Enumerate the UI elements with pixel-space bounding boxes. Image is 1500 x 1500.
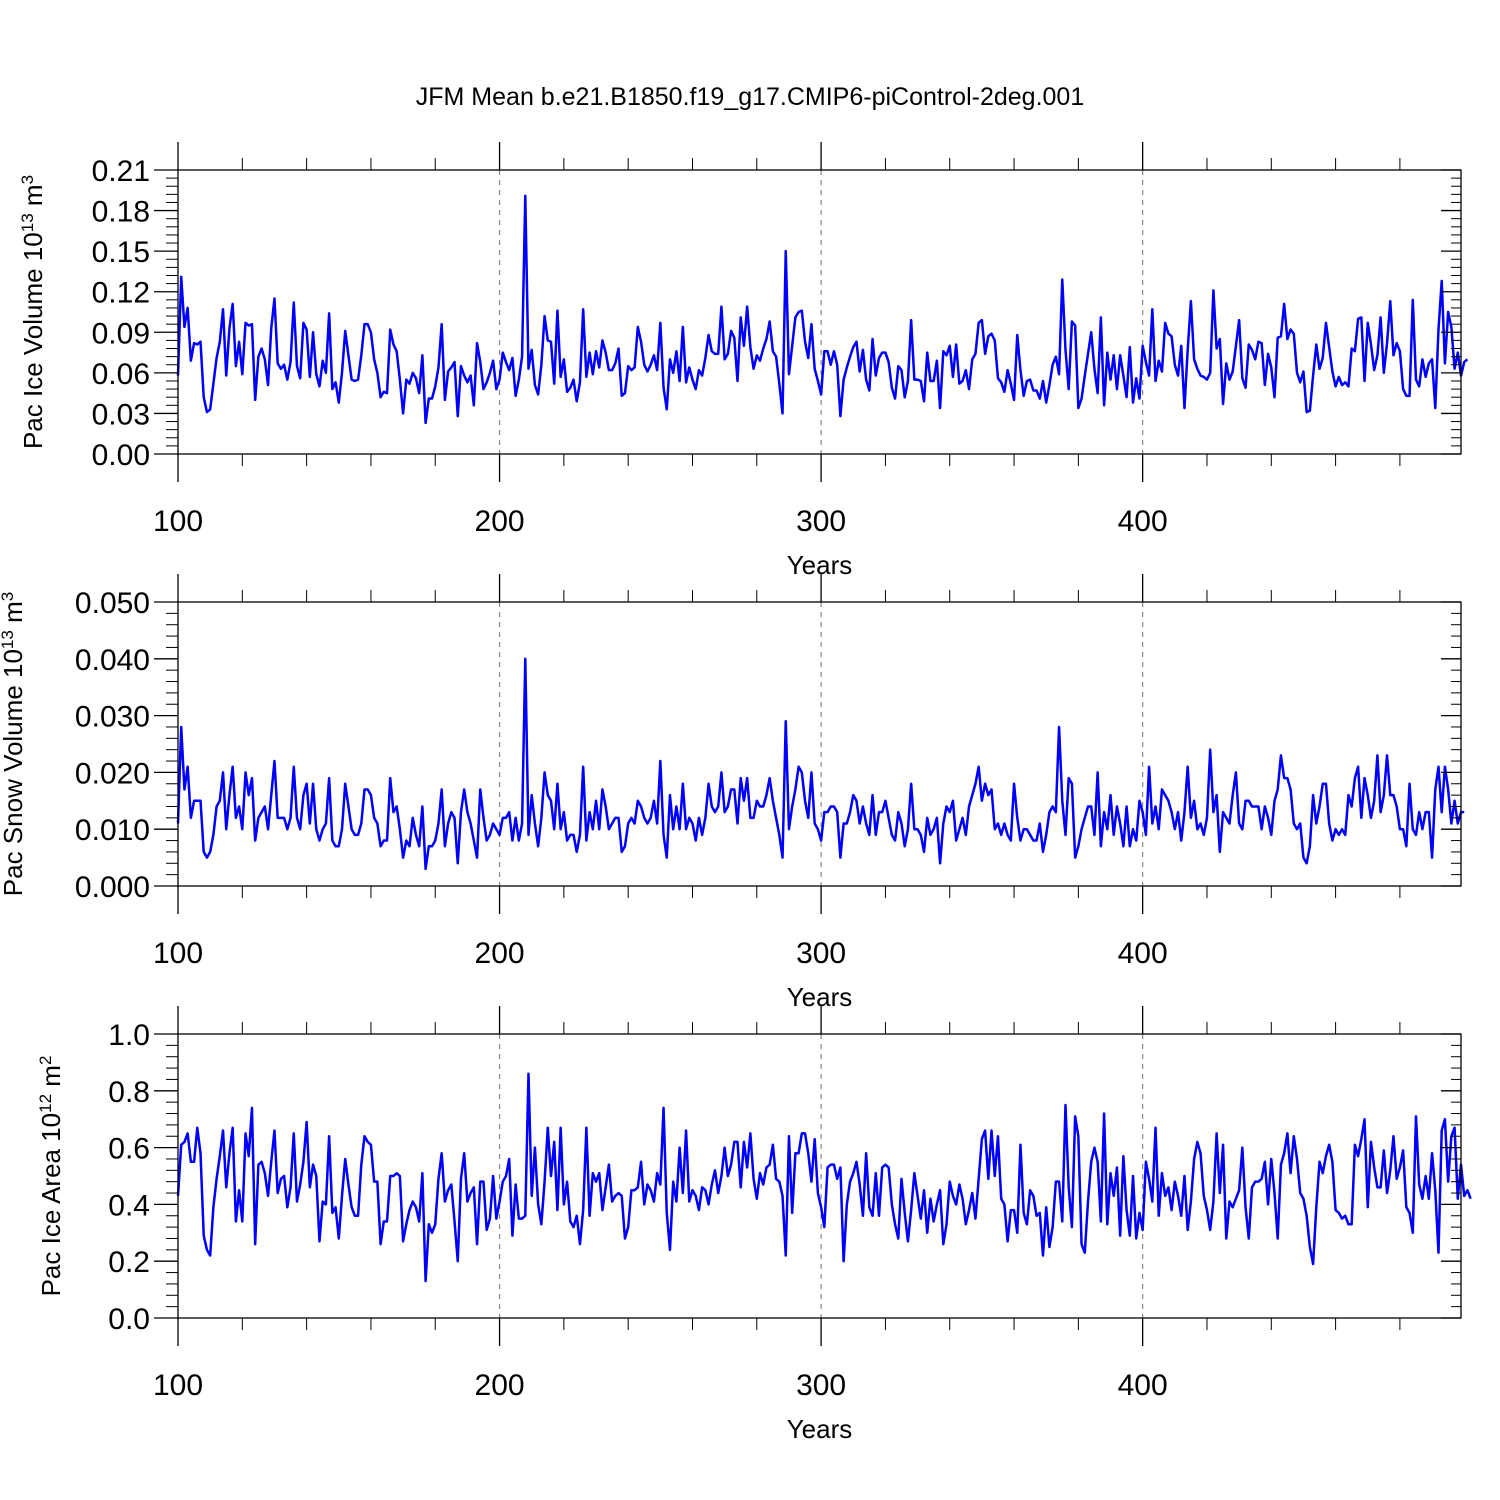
panel-ice-area-xlabel: Years [787,1414,853,1444]
panel-snow-volume-ylabel-unit-exp: 3 [0,592,17,601]
panel-ice-volume-xtick-label: 400 [1118,505,1168,538]
panel-snow-volume-ytick-label: 0.010 [75,814,150,847]
panel-snow-volume-ylabel-unit: m [0,601,28,630]
panel-ice-area-labels: 0.0 0.2 0.4 0.6 0.8 1.0 100 200 300 400 [108,1019,1167,1402]
panel-ice-volume-labels: 0.00 0.03 0.06 0.09 0.12 0.15 0.18 0.21 100 200 30… [92,155,1168,538]
panel-snow-volume-ytick-label: 0.020 [75,757,150,790]
panel-ice-volume-ylabel-unit: m [18,184,48,213]
panel-ice-area-grid [498,1034,1144,1318]
panel-snow-volume-ytick-label: 0.050 [75,587,150,620]
panel-ice-area-xtick-label: 200 [475,1369,525,1402]
panel-ice-volume-ylabel-main: Pac Ice Volume 10 [18,232,48,449]
panel-snow-volume-ytick-label: 0.000 [75,871,150,904]
panel-ice-volume-ytick-label: 0.03 [92,398,150,431]
panel-ice-area-ytick-label: 0.2 [108,1246,150,1279]
panel-snow-volume-ylabel-main: Pac Snow Volume 10 [0,649,28,896]
panel-snow-volume-xtick-label: 200 [475,937,525,970]
panel-snow-volume-ytick-label: 0.040 [75,644,150,677]
panel-ice-area-ylabel-main: Pac Ice Area 10 [36,1113,66,1297]
panel-ice-area-ticks [154,1006,1461,1346]
chart-title: JFM Mean b.e21.B1850.f19_g17.CMIP6-piCon… [416,83,1084,111]
panel-snow-volume-grid [498,602,1144,886]
panel-ice-volume-xlabel: Years [787,550,853,580]
panel-ice-area-xtick-label: 300 [796,1369,846,1402]
panel-ice-volume-ylabel-unit-exp: 3 [18,175,37,184]
panel-ice-volume-grid [498,170,1144,454]
panel-snow-volume-ylabel-exp: 13 [0,630,17,649]
panel-ice-area-ylabel-unit: m [36,1065,66,1094]
panel-ice-volume-ylabel: Pac Ice Volume 1013 m3 [18,175,49,449]
panel-ice-area-xtick-label: 100 [153,1369,203,1402]
panel-ice-volume-ylabel-exp: 13 [18,213,37,232]
panel-ice-area-ytick-label: 0.6 [108,1133,150,1166]
panel-ice-volume-xtick-label: 100 [153,505,203,538]
panel-ice-volume-ytick-label: 0.12 [92,277,150,310]
panel-snow-volume-xtick-label: 400 [1118,937,1168,970]
panel-ice-volume-ytick-label: 0.09 [92,317,150,350]
panel-snow-volume-ticks [154,574,1461,914]
panel-ice-volume-ytick-label: 0.21 [92,155,150,188]
panel-ice-area: 0.0 0.2 0.4 0.6 0.8 1.0 100 200 300 400 Years Pac… [36,1006,1472,1444]
panel-ice-volume-ytick-label: 0.00 [92,439,150,472]
panel-ice-volume-ytick-label: 0.15 [92,236,150,269]
panel-snow-volume-xlabel: Years [787,982,853,1012]
panel-snow-volume-ytick-label: 0.030 [75,701,150,734]
panel-ice-volume-xtick-label: 200 [475,505,525,538]
panel-ice-area-series-line [176,1072,1472,1283]
panel-ice-area-ytick-label: 1.0 [108,1019,150,1052]
panel-ice-volume-ticks [154,142,1461,482]
panel-ice-area-ylabel: Pac Ice Area 1012 m2 [36,1056,67,1297]
panel-ice-area-ylabel-exp: 12 [36,1094,55,1113]
panel-ice-volume-series-line [176,194,1469,425]
panel-snow-volume: 0.000 0.010 0.020 0.030 0.040 0.050 100 200 300 4… [0,574,1465,1012]
panel-ice-volume-ytick-label: 0.06 [92,358,150,391]
panel-snow-volume-frame [177,601,1462,887]
panel-snow-volume-xtick-label: 100 [153,937,203,970]
panel-ice-area-ylabel-unit-exp: 2 [36,1056,55,1065]
panel-ice-volume-ytick-label: 0.18 [92,196,150,229]
panel-snow-volume-labels: 0.000 0.010 0.020 0.030 0.040 0.050 100 200 300 4… [75,587,1168,970]
panel-ice-area-ytick-label: 0.8 [108,1076,150,1109]
panel-ice-area-ytick-label: 0.0 [108,1303,150,1336]
panel-ice-area-frame [177,1033,1462,1319]
panel-snow-volume-xtick-label: 300 [796,937,846,970]
panel-snow-volume-series-line [176,657,1465,871]
panel-ice-volume-xtick-label: 300 [796,505,846,538]
panel-ice-volume-frame [177,169,1462,455]
panel-ice-area-xtick-label: 400 [1118,1369,1168,1402]
panel-ice-volume: 0.00 0.03 0.06 0.09 0.12 0.15 0.18 0.21 100 200 30… [18,142,1469,580]
panel-snow-volume-ylabel: Pac Snow Volume 1013 m3 [0,592,28,896]
panel-ice-area-ytick-label: 0.4 [108,1189,150,1222]
